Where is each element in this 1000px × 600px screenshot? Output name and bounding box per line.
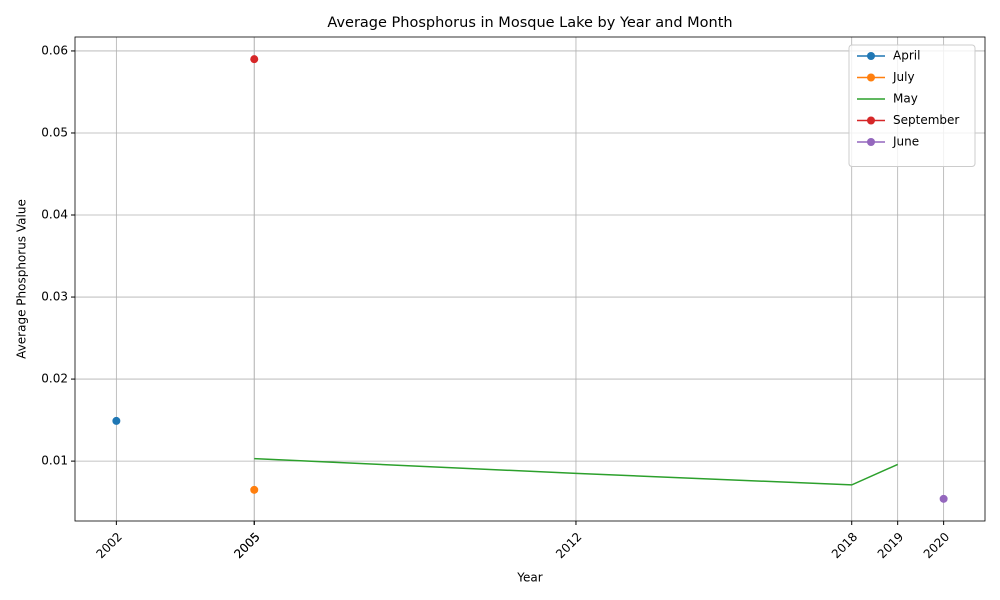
legend-label: June — [892, 135, 919, 149]
x-axis-label: Year — [516, 571, 542, 585]
y-tick-label: 0.03 — [41, 290, 68, 304]
legend-marker — [867, 116, 875, 125]
legend-marker — [867, 52, 875, 60]
legend-box — [848, 44, 976, 167]
legend-label: July — [892, 70, 915, 84]
series-marker — [939, 494, 948, 503]
legend-label: September — [893, 113, 959, 127]
legend-label: April — [893, 49, 920, 63]
y-axis-label: Average Phosphorus Value — [15, 199, 29, 359]
series-marker — [112, 416, 121, 425]
y-tick-label: 0.02 — [41, 372, 68, 386]
series-line — [254, 457, 898, 486]
plot-frame — [74, 36, 986, 522]
y-tick-label: 0.06 — [41, 43, 68, 57]
y-tick-label: 0.01 — [41, 454, 68, 468]
series-marker — [250, 485, 259, 494]
chart-title: Average Phosphorus in Mosque Lake by Yea… — [327, 15, 732, 31]
series-marker — [250, 55, 259, 64]
legend-marker — [867, 138, 875, 146]
legend-marker — [867, 73, 875, 82]
y-tick-label: 0.04 — [41, 208, 68, 222]
legend-label: May — [893, 92, 918, 106]
y-tick-label: 0.05 — [41, 125, 68, 139]
